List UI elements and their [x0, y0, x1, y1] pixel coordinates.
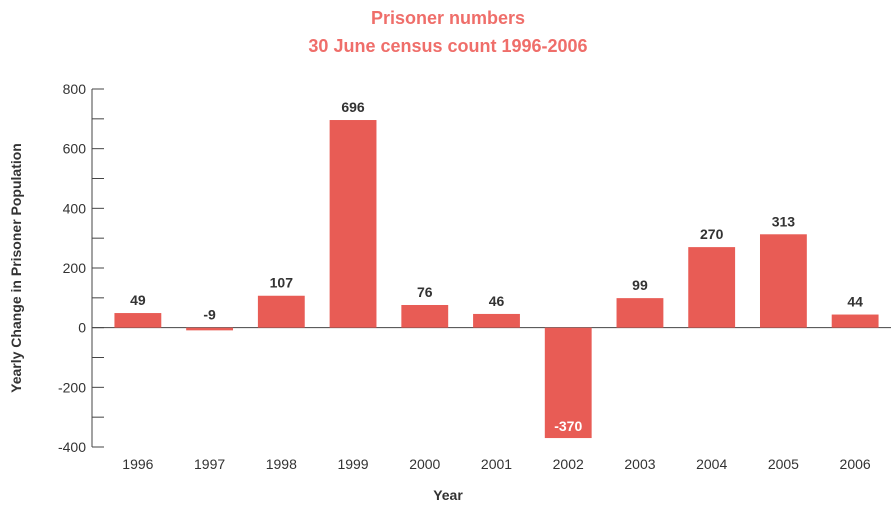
chart-title: Prisoner numbers — [371, 8, 525, 28]
y-tick-label: -200 — [58, 379, 86, 395]
y-tick-label: -400 — [58, 439, 86, 455]
y-tick-label: 600 — [63, 141, 87, 157]
x-tick-label-2002: 2002 — [553, 456, 584, 472]
bar-1999 — [329, 120, 377, 328]
data-label-1999: 696 — [341, 99, 365, 115]
bar-2002 — [544, 327, 592, 439]
data-label-2001: 46 — [489, 293, 505, 309]
y-tick-label: 0 — [78, 320, 86, 336]
data-label-2006: 44 — [847, 294, 863, 310]
plot-area: -400 -200 0 200 400 600 800 49 1996 -9 1997 107 1998… — [58, 81, 891, 472]
data-label-2003: 99 — [632, 277, 648, 293]
x-tick-label-2005: 2005 — [768, 456, 799, 472]
y-tick-label: 800 — [63, 81, 87, 97]
bar-1996 — [114, 313, 162, 328]
x-tick-label-1998: 1998 — [266, 456, 297, 472]
data-label-2002: -370 — [554, 418, 582, 434]
data-label-2000: 76 — [417, 284, 433, 300]
x-tick-label-1999: 1999 — [337, 456, 368, 472]
x-tick-label-1996: 1996 — [122, 456, 153, 472]
data-label-1998: 107 — [270, 275, 294, 291]
bar-2003 — [616, 298, 664, 328]
chart-subtitle: 30 June census count 1996-2006 — [308, 36, 587, 56]
bar-2006 — [831, 314, 879, 328]
bar-1998 — [257, 295, 305, 328]
y-axis-title: Yearly Change in Prisoner Population — [8, 143, 24, 393]
bar-2004 — [688, 247, 736, 328]
data-label-1997: -9 — [203, 307, 216, 323]
bar-2001 — [473, 313, 520, 328]
bar-1997 — [186, 327, 234, 331]
x-tick-label-2001: 2001 — [481, 456, 512, 472]
x-tick-label-1997: 1997 — [194, 456, 225, 472]
x-tick-label-2004: 2004 — [696, 456, 727, 472]
data-label-2004: 270 — [700, 226, 724, 242]
x-tick-label-2003: 2003 — [624, 456, 655, 472]
x-tick-label-2006: 2006 — [840, 456, 871, 472]
x-axis-title: Year — [433, 487, 463, 503]
data-label-1996: 49 — [130, 292, 146, 308]
y-tick-label: 400 — [63, 200, 87, 216]
y-tick-label: 200 — [63, 260, 87, 276]
bar-2000 — [401, 304, 449, 328]
x-tick-label-2000: 2000 — [409, 456, 440, 472]
bar-2005 — [759, 234, 807, 328]
data-label-2005: 313 — [772, 213, 796, 229]
